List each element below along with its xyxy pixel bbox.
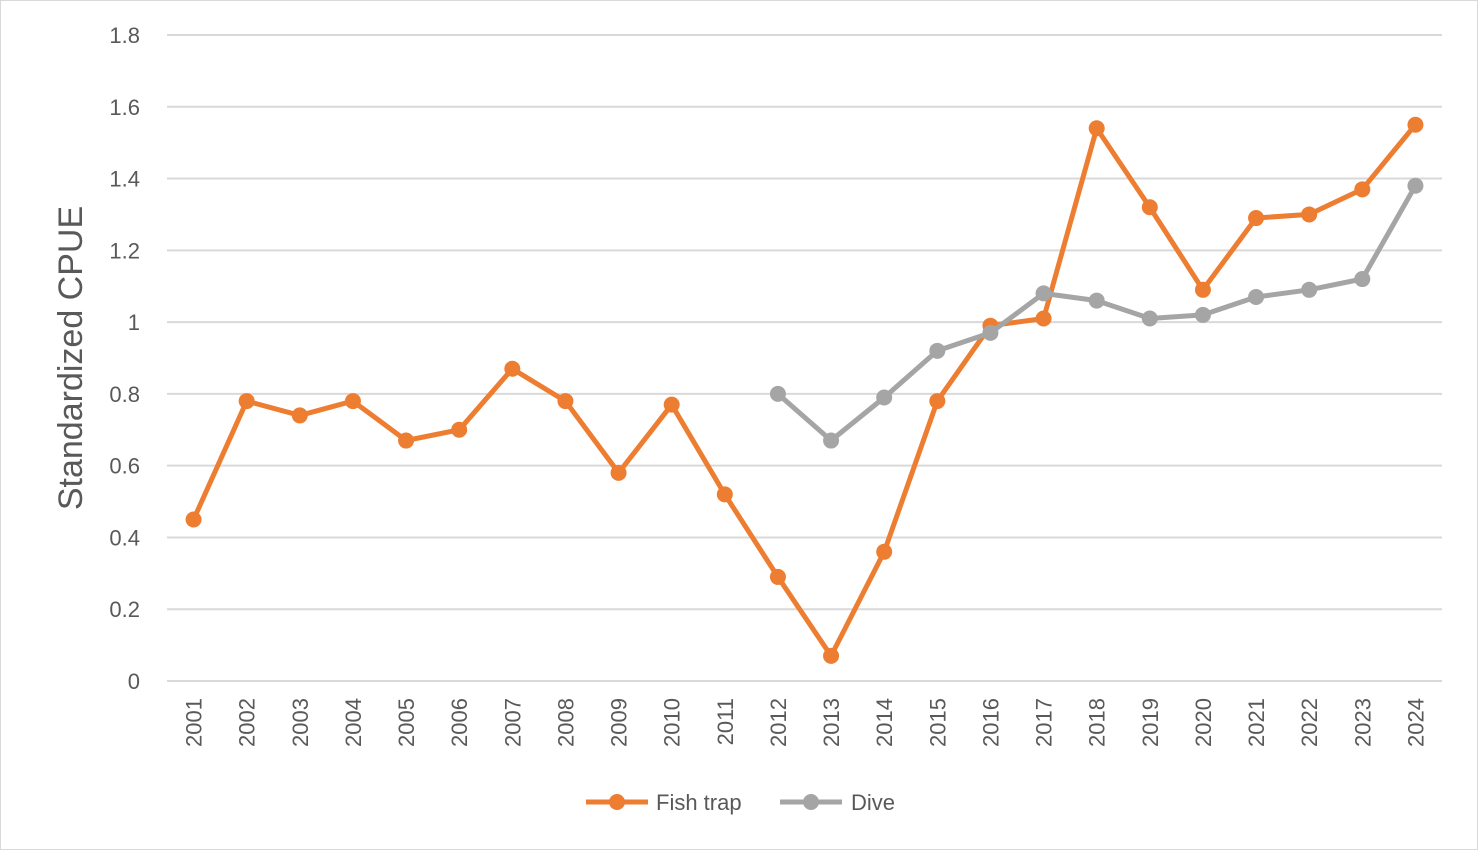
y-tick-label: 0.8 (109, 382, 140, 407)
data-point (1035, 310, 1052, 327)
series-line (775, 183, 1418, 443)
data-point (929, 393, 946, 410)
legend-marker (803, 794, 819, 810)
y-tick-label: 1 (128, 310, 140, 335)
data-point (291, 407, 308, 424)
data-point (1194, 306, 1211, 323)
data-point (1248, 210, 1265, 227)
data-point (769, 568, 786, 585)
x-tick-label: 2012 (766, 698, 791, 747)
x-tick-label: 2024 (1403, 698, 1428, 747)
legend: Fish trap Dive (586, 790, 895, 815)
y-tick-label: 1.4 (109, 167, 140, 192)
x-tick-label: 2009 (607, 698, 632, 747)
data-point (451, 421, 468, 438)
series-dive (769, 177, 1424, 449)
data-point (876, 543, 893, 560)
data-point (398, 432, 415, 449)
x-tick-label: 2016 (978, 698, 1003, 747)
data-point (344, 393, 361, 410)
data-point (610, 464, 627, 481)
x-tick-label: 2015 (925, 698, 950, 747)
data-point (929, 342, 946, 359)
x-tick-label: 2022 (1297, 698, 1322, 747)
y-tick-label: 0.4 (109, 525, 140, 550)
x-tick-label: 2014 (872, 698, 897, 747)
y-tick-label: 0.6 (109, 454, 140, 479)
x-tick-label: 2008 (553, 698, 578, 747)
x-tick-label: 2023 (1350, 698, 1375, 747)
y-tick-label: 1.2 (109, 238, 140, 263)
data-point (663, 396, 680, 413)
y-tick-label: 1.8 (109, 23, 140, 48)
gridlines (167, 34, 1442, 682)
legend-item: Fish trap (586, 790, 742, 815)
data-point (1407, 177, 1424, 194)
data-point (1354, 181, 1371, 198)
data-point (1088, 120, 1105, 137)
y-axis-title: Standardized CPUE (52, 206, 90, 510)
data-point (769, 385, 786, 402)
data-point (982, 324, 999, 341)
data-point (185, 511, 202, 528)
x-tick-label: 2020 (1191, 698, 1216, 747)
data-point (238, 393, 255, 410)
legend-label: Fish trap (656, 790, 742, 815)
x-tick-label: 2017 (1032, 698, 1057, 747)
data-point (823, 647, 840, 664)
data-point (1354, 271, 1371, 288)
x-tick-label: 2019 (1138, 698, 1163, 747)
data-point (1035, 285, 1052, 302)
y-tick-label: 0 (128, 669, 140, 694)
data-point (716, 486, 733, 503)
series-line (191, 122, 1418, 659)
data-point (1301, 281, 1318, 298)
x-tick-label: 2010 (660, 698, 685, 747)
data-point (1088, 292, 1105, 309)
y-axis-ticks: 0 0.2 0.4 0.6 0.8 1 1.2 1.4 1.6 1.8 (109, 23, 140, 694)
data-point (1301, 206, 1318, 223)
data-point (823, 432, 840, 449)
series-fish-trap (185, 116, 1424, 664)
data-point (557, 393, 574, 410)
legend-label: Dive (851, 790, 895, 815)
x-tick-label: 2013 (819, 698, 844, 747)
x-tick-label: 2001 (182, 698, 207, 747)
x-tick-label: 2002 (235, 698, 260, 747)
legend-item: Dive (780, 790, 895, 815)
series-lines (185, 116, 1424, 664)
data-point (1248, 288, 1265, 305)
data-point (1141, 199, 1158, 216)
y-tick-label: 0.2 (109, 597, 140, 622)
data-point (504, 360, 521, 377)
x-tick-label: 2004 (341, 698, 366, 747)
x-tick-label: 2003 (288, 698, 313, 747)
data-point (1407, 116, 1424, 133)
x-tick-label: 2005 (394, 698, 419, 747)
legend-marker (609, 794, 625, 810)
data-point (1194, 281, 1211, 298)
x-tick-label: 2006 (447, 698, 472, 747)
data-point (876, 389, 893, 406)
y-tick-label: 1.6 (109, 95, 140, 120)
x-tick-label: 2021 (1244, 698, 1269, 747)
x-axis-ticks: 2001 2002 2003 2004 2005 2006 2007 2008 2009 2010… (182, 698, 1429, 747)
data-point (1141, 310, 1158, 327)
x-tick-label: 2011 (713, 698, 738, 745)
x-tick-label: 2007 (500, 698, 525, 747)
x-tick-label: 2018 (1085, 698, 1110, 747)
